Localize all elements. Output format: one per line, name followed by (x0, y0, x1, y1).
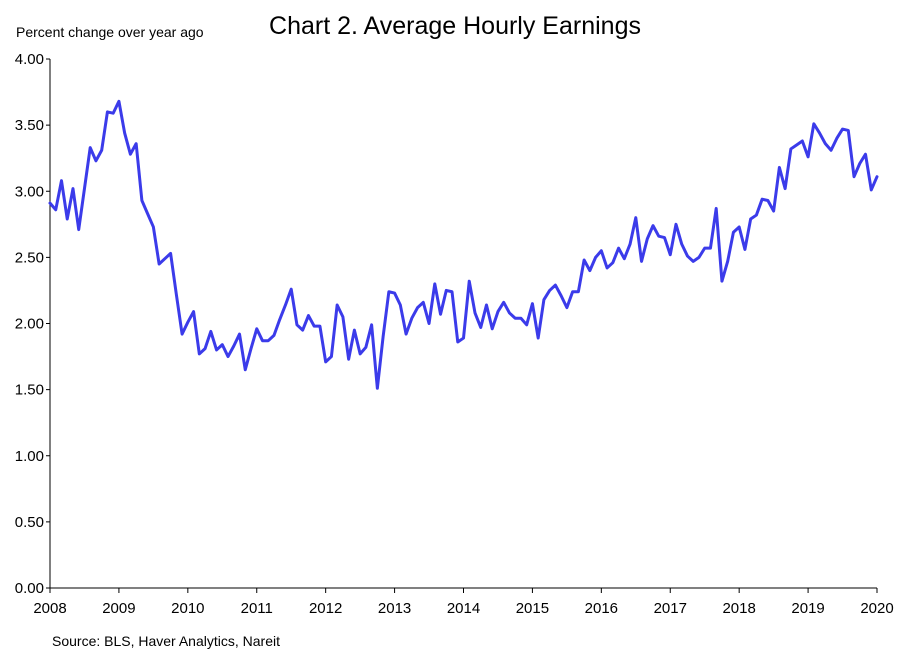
y-tick-label: 3.00 (15, 183, 44, 200)
y-tick-label: 4.00 (15, 51, 44, 68)
y-tick-label: 0.50 (15, 514, 44, 531)
x-tick-label: 2018 (722, 600, 755, 617)
y-axis-label: Percent change over year ago (16, 24, 204, 40)
x-tick-label: 2014 (447, 600, 480, 617)
y-tick-label: 2.50 (15, 249, 44, 266)
x-tick-label: 2016 (585, 600, 618, 617)
x-tick-label: 2020 (860, 600, 893, 617)
x-tick-label: 2012 (309, 600, 342, 617)
x-tick-label: 2017 (654, 600, 687, 617)
x-tick-label: 2019 (791, 600, 824, 617)
y-axis-ticks: 0.00 0.50 1.00 1.50 2.00 2.50 3.00 3.50 4.00 (15, 51, 50, 597)
y-tick-label: 2.00 (15, 316, 44, 333)
x-tick-label: 2010 (171, 600, 204, 617)
x-tick-label: 2015 (516, 600, 549, 617)
x-tick-label: 2013 (378, 600, 411, 617)
y-tick-label: 0.00 (15, 580, 44, 597)
y-tick-label: 3.50 (15, 117, 44, 134)
series-line (48, 99, 879, 390)
x-tick-label: 2009 (102, 600, 135, 617)
chart-title: Chart 2. Average Hourly Earnings (269, 12, 641, 40)
source-note: Source: BLS, Haver Analytics, Nareit (52, 633, 280, 649)
y-tick-label: 1.50 (15, 382, 44, 399)
x-tick-label: 2011 (241, 600, 273, 617)
x-tick-label: 2008 (33, 600, 66, 617)
x-axis-ticks: 2008 2009 2010 2011 2012 2013 2014 2015 2016 2017… (33, 588, 894, 617)
y-tick-label: 1.00 (15, 448, 44, 465)
